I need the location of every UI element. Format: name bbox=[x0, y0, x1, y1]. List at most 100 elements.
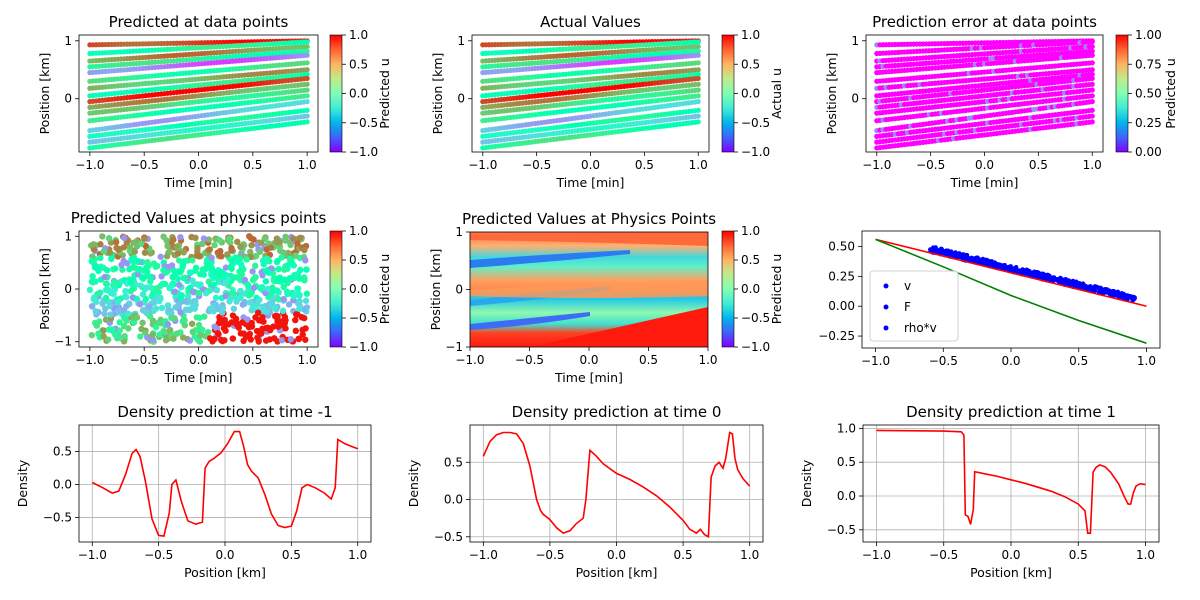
scatter-point bbox=[980, 256, 986, 262]
colorbar-tick-label: 0.75 bbox=[1135, 57, 1162, 71]
physics-point bbox=[120, 322, 128, 330]
physics-point bbox=[106, 249, 114, 256]
physics-point bbox=[302, 297, 310, 304]
physics-point bbox=[139, 274, 146, 281]
physics-point bbox=[142, 295, 150, 303]
physics-point bbox=[102, 294, 110, 302]
colorbar-gradient bbox=[1115, 34, 1129, 153]
data-point bbox=[1089, 81, 1095, 87]
physics-point bbox=[264, 285, 272, 293]
physics-point bbox=[202, 266, 209, 273]
physics-point bbox=[208, 254, 215, 262]
chart-title: Actual Values bbox=[540, 13, 641, 31]
physics-point bbox=[275, 296, 282, 303]
physics-point bbox=[104, 336, 112, 343]
physics-point bbox=[224, 251, 231, 258]
physics-point bbox=[181, 316, 188, 324]
data-point bbox=[1089, 93, 1095, 99]
axes-frame bbox=[471, 34, 710, 153]
x-axis-label: Time [min] bbox=[950, 175, 1019, 190]
x-tick-label: 0.5 bbox=[243, 158, 262, 172]
physics-point bbox=[89, 303, 96, 310]
scatter-point bbox=[1013, 264, 1019, 270]
y-axis-label: Position [km] bbox=[37, 53, 52, 135]
physics-point bbox=[237, 243, 245, 251]
physics-point bbox=[259, 272, 266, 279]
colorbar-gradient bbox=[721, 230, 735, 348]
physics-point bbox=[216, 237, 223, 244]
physics-point bbox=[274, 257, 281, 265]
physics-point bbox=[111, 278, 118, 286]
x-tick-label: 0.0 bbox=[189, 353, 208, 367]
physics-point bbox=[214, 329, 222, 337]
x-tick-label: −1.0 bbox=[75, 353, 104, 367]
data-point bbox=[695, 71, 701, 77]
x-tick-label: 1.0 bbox=[1083, 158, 1102, 172]
scatter-point bbox=[937, 250, 943, 255]
plot-area bbox=[874, 38, 1095, 151]
x-tick-label: −1.0 bbox=[468, 158, 497, 172]
physics-point bbox=[248, 319, 255, 327]
physics-point bbox=[263, 308, 270, 315]
physics-point bbox=[237, 260, 245, 268]
physics-point bbox=[169, 273, 176, 281]
data-point bbox=[304, 99, 310, 105]
physics-point bbox=[165, 306, 172, 314]
physics-point bbox=[168, 282, 175, 289]
physics-point bbox=[89, 253, 96, 260]
physics-point bbox=[122, 287, 129, 295]
colorbar-tick-label: −0.5 bbox=[349, 116, 378, 130]
scatter-point bbox=[1130, 298, 1135, 303]
physics-point bbox=[242, 333, 250, 341]
physics-point bbox=[254, 334, 261, 341]
colorbar-tick-label: −0.5 bbox=[741, 311, 770, 325]
physics-point bbox=[112, 331, 119, 338]
scatter-point bbox=[1106, 290, 1112, 296]
data-point bbox=[304, 48, 310, 54]
x-tick-label: −1.0 bbox=[455, 353, 484, 367]
y-tick-label: 0 bbox=[455, 283, 463, 297]
physics-point bbox=[233, 274, 241, 281]
physics-point bbox=[86, 286, 94, 294]
scatter-point bbox=[1115, 292, 1121, 298]
physics-point bbox=[137, 282, 144, 289]
axes-frame bbox=[78, 230, 319, 348]
scatter-point bbox=[1008, 266, 1013, 271]
physics-point bbox=[154, 262, 161, 270]
physics-point bbox=[120, 244, 128, 251]
physics-point bbox=[164, 242, 171, 250]
scatter-point bbox=[977, 260, 982, 265]
heatmap-band bbox=[530, 307, 708, 347]
physics-point bbox=[197, 281, 204, 288]
physics-point bbox=[227, 263, 234, 270]
data-point bbox=[695, 67, 701, 73]
physics-point bbox=[121, 333, 128, 340]
physics-point bbox=[112, 238, 120, 246]
data-point bbox=[1089, 75, 1095, 82]
physics-point bbox=[219, 305, 227, 312]
physics-point bbox=[189, 277, 196, 284]
physics-point bbox=[186, 337, 194, 344]
physics-point bbox=[248, 242, 255, 249]
physics-point bbox=[259, 303, 266, 311]
y-axis-label: Position [km] bbox=[430, 53, 445, 135]
y-tick-label: −1 bbox=[54, 335, 72, 349]
physics-point bbox=[130, 285, 138, 292]
data-point bbox=[304, 87, 310, 93]
physics-point bbox=[263, 256, 270, 263]
colorbar-gradient bbox=[329, 34, 343, 153]
y-tick-label: 1 bbox=[851, 34, 859, 48]
physics-point bbox=[250, 284, 258, 291]
physics-point bbox=[88, 258, 95, 265]
physics-point bbox=[302, 257, 309, 264]
physics-point bbox=[166, 326, 174, 334]
data-point bbox=[695, 107, 701, 113]
physics-point bbox=[97, 254, 104, 262]
physics-point bbox=[297, 266, 304, 274]
physics-point bbox=[141, 249, 149, 256]
physics-point bbox=[296, 234, 304, 242]
physics-point bbox=[121, 234, 128, 242]
physics-point bbox=[170, 335, 177, 342]
